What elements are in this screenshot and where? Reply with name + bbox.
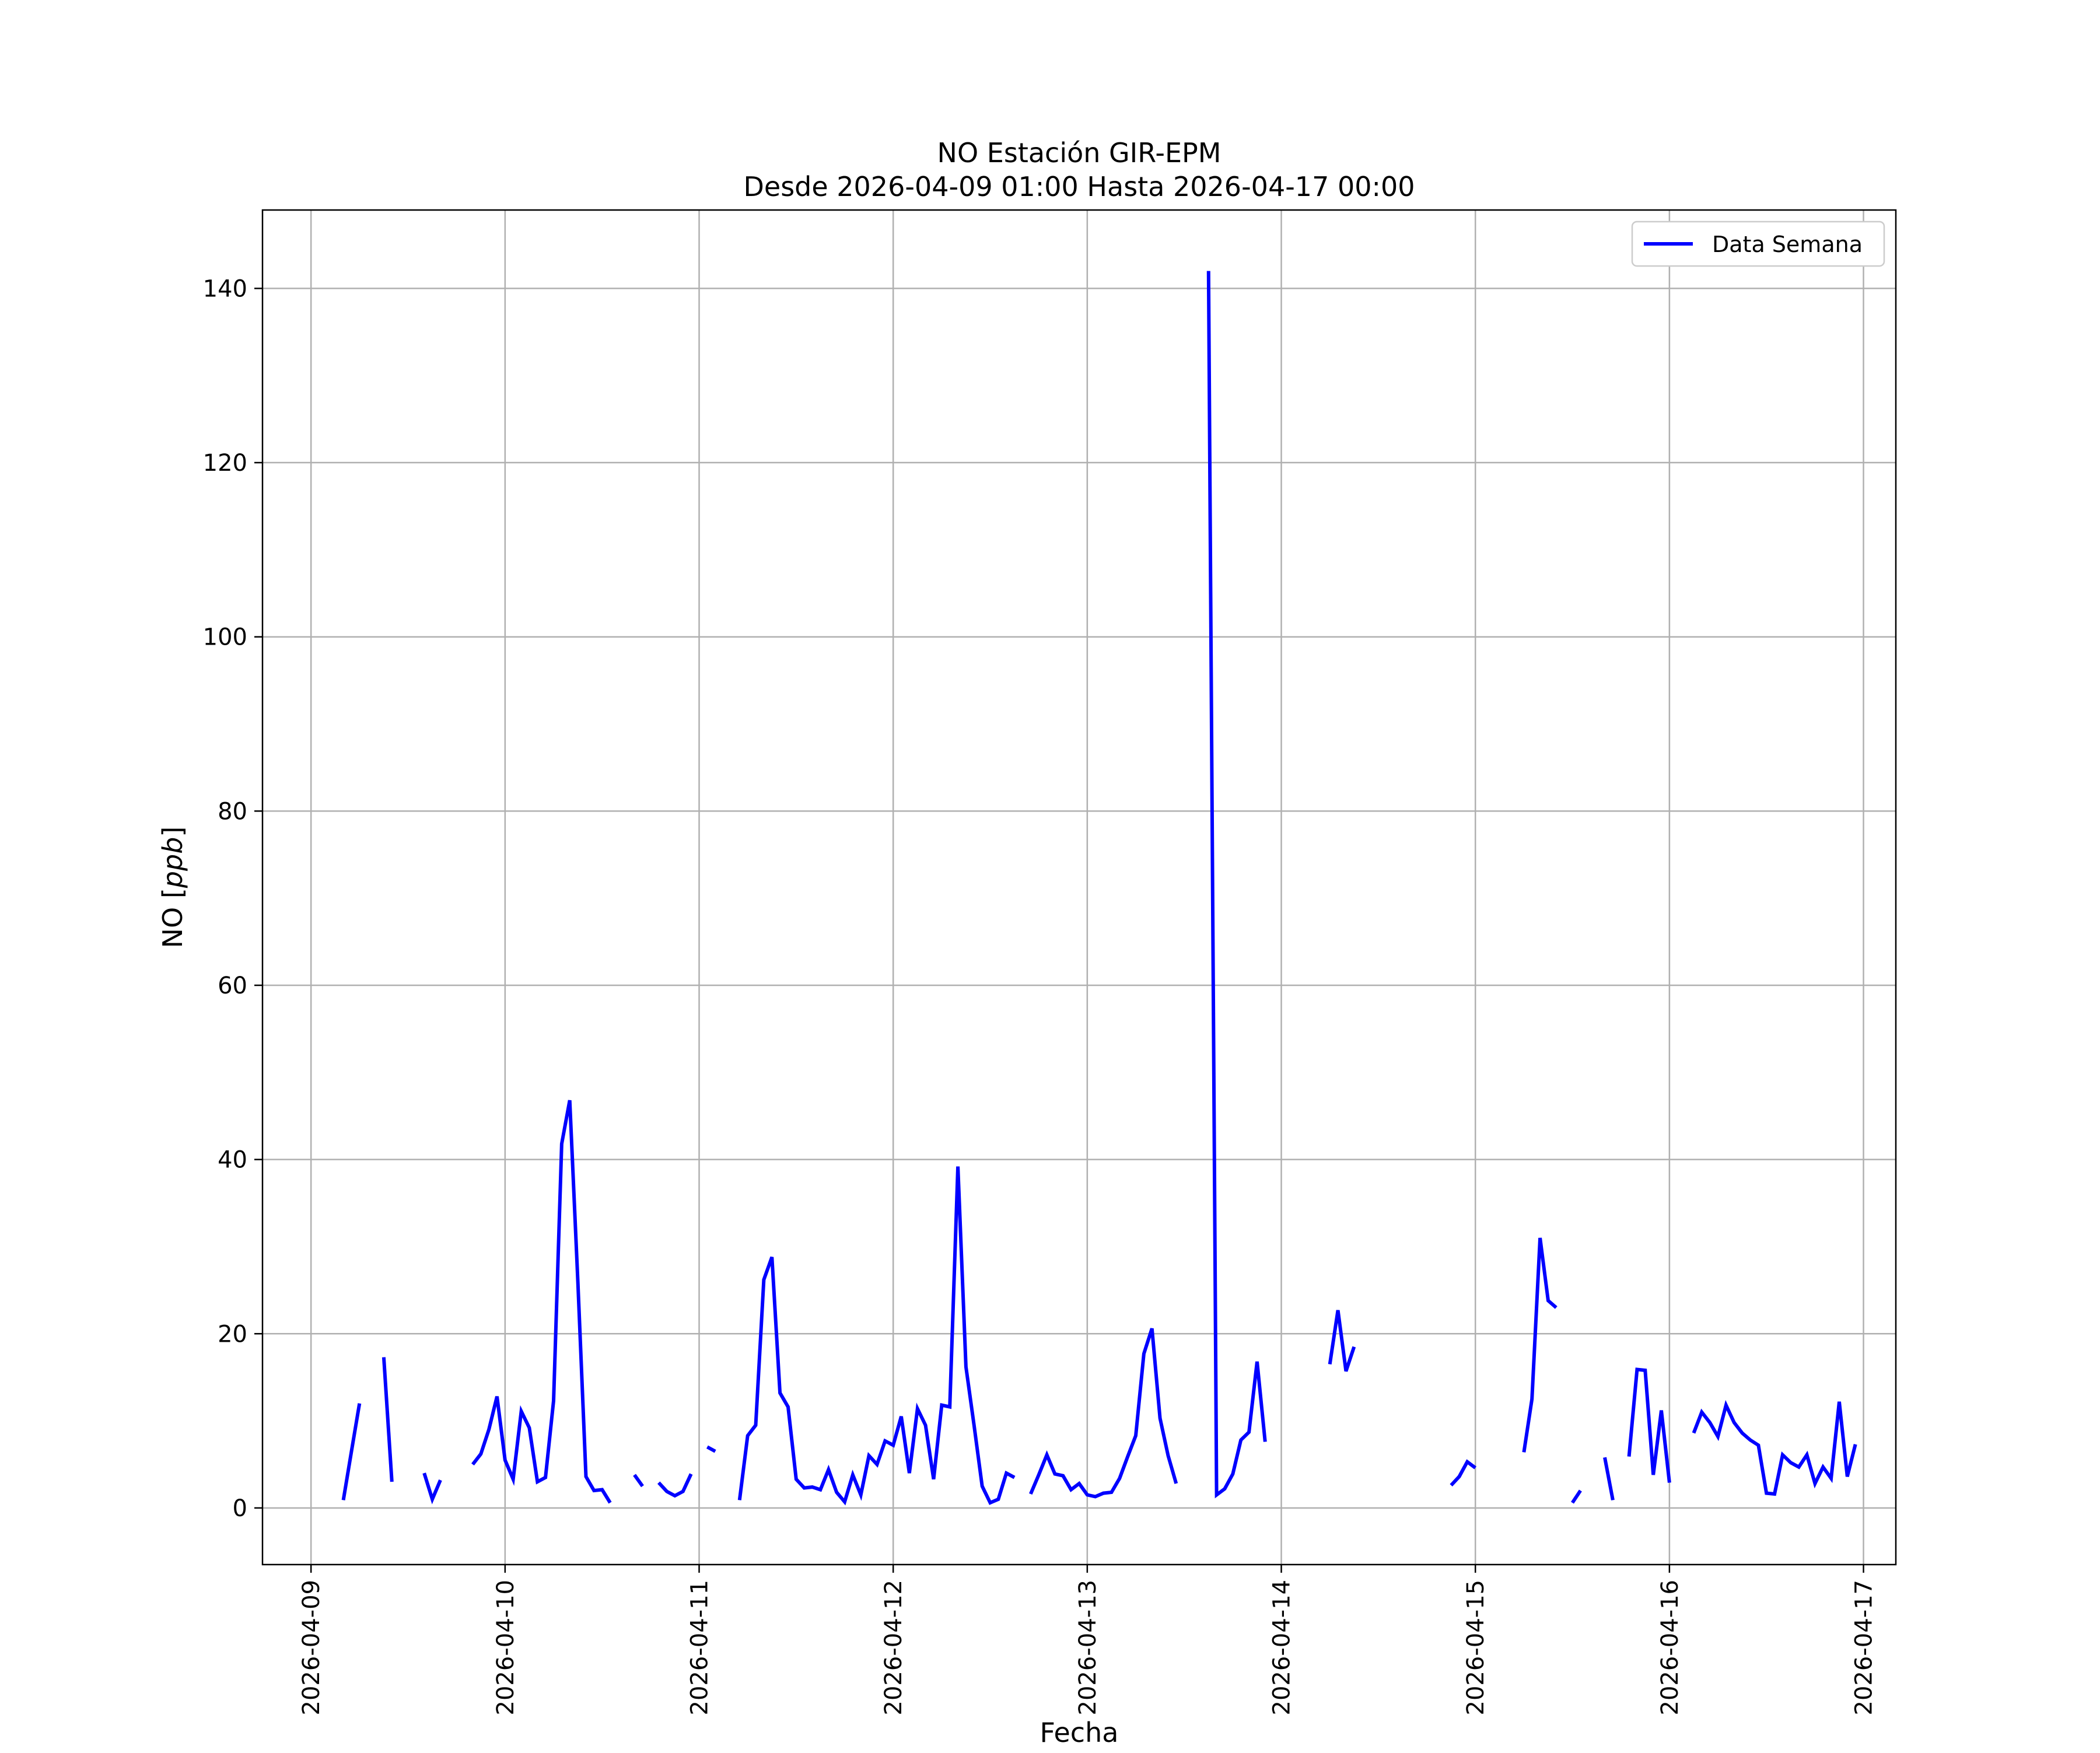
y-axis-label-text: NO [ <box>157 888 188 948</box>
series-line-segment <box>706 1445 716 1453</box>
y-tick-label: 80 <box>218 798 247 825</box>
y-tick-label: 20 <box>218 1321 247 1348</box>
x-tick-label: 2026-04-12 <box>880 1580 907 1715</box>
series-line-segment <box>1603 1457 1615 1501</box>
series-line-segment <box>737 1166 1016 1506</box>
series-line-segment <box>382 1357 394 1482</box>
y-tick-label: 60 <box>218 972 247 999</box>
series-line-segment <box>657 1473 693 1498</box>
x-tick-label: 2026-04-10 <box>492 1580 519 1715</box>
x-axis-label: Fecha <box>1040 1717 1119 1748</box>
series-line-segment <box>633 1474 644 1488</box>
y-axis: 0 20 40 60 80 100 120 140 <box>203 275 262 1522</box>
x-axis: 2026-04-09 2026-04-10 2026-04-11 2026-04-12… <box>298 1565 1878 1715</box>
legend: Data Semana <box>1631 221 1885 267</box>
plot-frame <box>261 209 1897 1566</box>
series-line-segment <box>341 1403 362 1500</box>
legend-box <box>1631 221 1885 267</box>
chart-subtitle: Desde 2026-04-09 01:00 Hasta 2026-04-17 … <box>743 171 1415 202</box>
y-tick-label: 120 <box>203 450 247 477</box>
series-line-segment <box>1571 1489 1582 1504</box>
series-line-segment <box>1522 1237 1558 1453</box>
series-line-segment <box>1029 1328 1178 1499</box>
x-tick-label: 2026-04-14 <box>1269 1580 1296 1715</box>
x-tick-label: 2026-04-16 <box>1657 1580 1684 1715</box>
series-line-segment <box>1206 271 1267 1499</box>
series-line-segment <box>422 1472 442 1504</box>
x-tick-label: 2026-04-13 <box>1074 1580 1101 1715</box>
chart-title: NO Estación GIR-EPM <box>937 137 1222 169</box>
x-tick-label: 2026-04-11 <box>687 1580 713 1715</box>
y-axis-label: NO [ppb] <box>157 827 188 949</box>
y-axis-label-close: ] <box>157 827 188 837</box>
y-tick-label: 140 <box>203 275 247 302</box>
series-line-segment <box>471 1100 612 1504</box>
x-tick-label: 2026-04-17 <box>1851 1580 1878 1715</box>
y-axis-label-unit: ppb <box>157 837 188 889</box>
y-tick-label: 40 <box>218 1147 247 1174</box>
legend-label: Data Semana <box>1712 232 1863 257</box>
x-tick-label: 2026-04-09 <box>298 1580 325 1715</box>
series-line-segment <box>1450 1459 1476 1487</box>
y-tick-label: 0 <box>233 1495 247 1522</box>
series-line-segment <box>1692 1399 1857 1496</box>
x-tick-label: 2026-04-15 <box>1462 1580 1489 1715</box>
y-tick-label: 100 <box>203 624 247 651</box>
series-line-segment <box>1627 1367 1671 1483</box>
data-series <box>341 271 1857 1506</box>
series-line-segment <box>1328 1310 1356 1372</box>
grid-lines <box>262 210 1896 1565</box>
